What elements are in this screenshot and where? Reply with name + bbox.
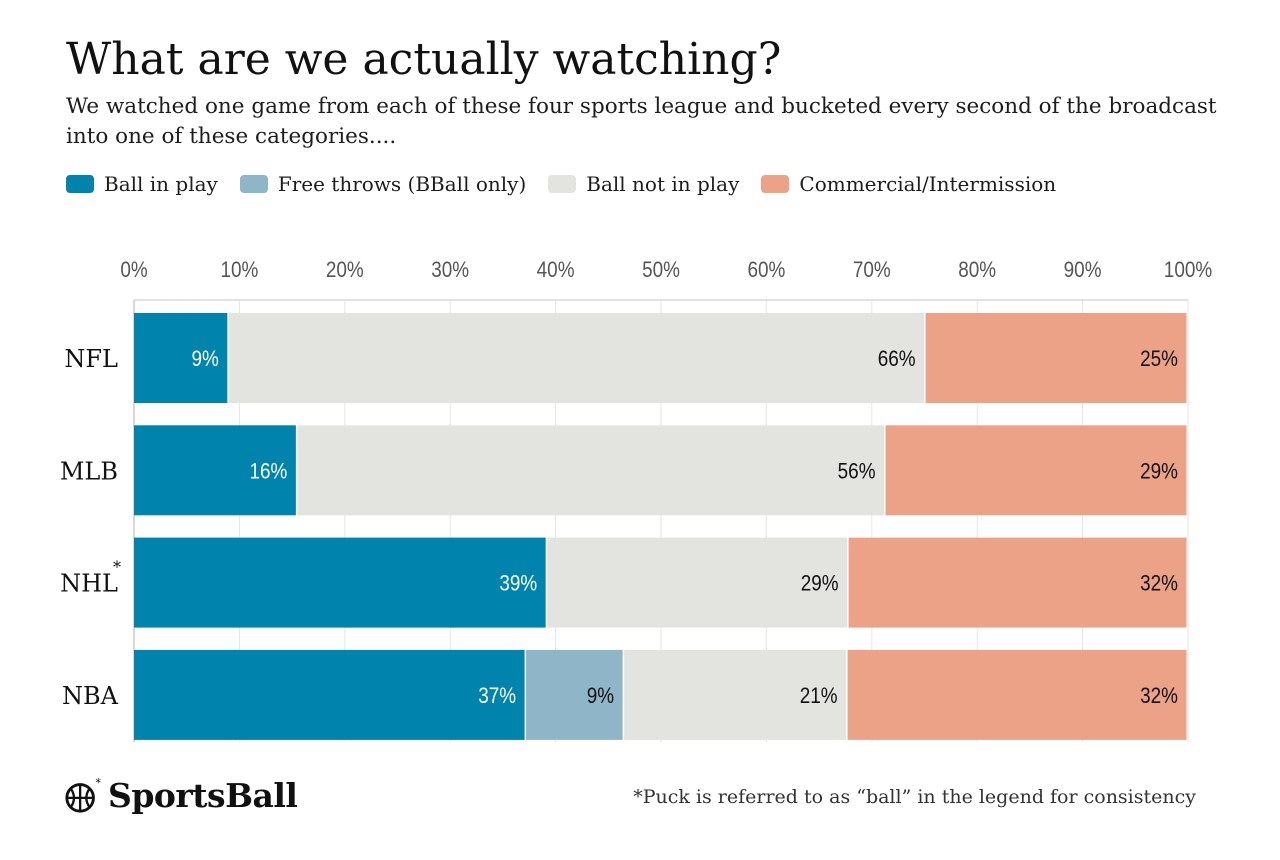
x-tick-label: 80% (958, 258, 996, 283)
x-tick-label: 40% (537, 258, 575, 283)
data-label: 9% (192, 347, 219, 372)
data-label: 66% (878, 347, 916, 372)
footnote: *Puck is referred to as “ball” in the le… (633, 786, 1196, 808)
x-tick-label: 90% (1064, 258, 1102, 283)
data-label: 16% (250, 459, 288, 484)
category-marker: * (113, 558, 121, 577)
data-label: 29% (1140, 459, 1178, 484)
legend-item-ball-in-play: Ball in play (66, 172, 218, 196)
x-tick-label: 60% (747, 258, 785, 283)
data-label: 29% (801, 571, 839, 596)
legend-swatch-commercial (761, 175, 790, 193)
bar-free-throws-bball-only (526, 649, 623, 740)
legend-swatch-free-throws (239, 175, 268, 193)
x-tick-label: 100% (1164, 258, 1212, 283)
data-label: 32% (1140, 571, 1178, 596)
bar-ball-in-play (134, 537, 546, 628)
basketball-icon: * (65, 777, 101, 813)
category-label: NBA (62, 682, 119, 710)
brand-name: SportsBall (108, 776, 298, 815)
category-label: NFL (64, 345, 118, 373)
bar-ball-not-in-play (228, 313, 925, 403)
legend-item-commercial: Commercial/Intermission (761, 172, 1056, 196)
data-label: 9% (587, 684, 614, 709)
bar-ball-not-in-play (547, 537, 848, 628)
legend-label-ball-not-in-play: Ball not in play (586, 172, 740, 196)
data-label: 32% (1140, 684, 1178, 709)
bar-ball-not-in-play (624, 649, 847, 740)
data-label: 56% (838, 459, 876, 484)
x-tick-label: 30% (431, 258, 469, 283)
bar-ball-not-in-play (297, 425, 885, 516)
svg-text:*: * (95, 777, 101, 790)
x-tick-label: 70% (853, 258, 891, 283)
category-label: MLB (60, 457, 118, 485)
legend-label-commercial: Commercial/Intermission (799, 172, 1057, 196)
bar-commercial-intermission (925, 313, 1187, 403)
data-label: 37% (478, 684, 516, 709)
brand-logo: * SportsBall (64, 776, 298, 815)
data-label: 39% (499, 571, 537, 596)
legend: Ball in play Free throws (BBall only) Ba… (66, 172, 1078, 196)
data-label: 21% (800, 684, 838, 709)
bar-ball-in-play (134, 313, 228, 403)
category-label: NHL (60, 570, 118, 598)
bar-commercial-intermission (885, 425, 1187, 516)
legend-label-ball-in-play: Ball in play (104, 172, 218, 196)
bar-commercial-intermission (848, 537, 1187, 628)
x-tick-label: 50% (642, 258, 680, 283)
legend-item-free-throws: Free throws (BBall only) (239, 172, 527, 196)
chart-subtitle: We watched one game from each of these f… (66, 94, 1217, 149)
bar-ball-in-play (134, 649, 525, 740)
x-tick-label: 10% (220, 258, 258, 283)
bar-ball-in-play (134, 425, 296, 516)
chart-title: What are we actually watching? (66, 34, 782, 85)
legend-item-ball-not-in-play: Ball not in play (548, 172, 739, 196)
legend-swatch-ball-in-play (66, 175, 94, 193)
x-tick-label: 0% (120, 258, 147, 283)
legend-swatch-ball-not-in-play (548, 175, 577, 193)
bar-commercial-intermission (847, 649, 1187, 740)
x-tick-label: 20% (326, 258, 364, 283)
data-label: 25% (1140, 347, 1178, 372)
legend-label-free-throws: Free throws (BBall only) (277, 172, 527, 196)
